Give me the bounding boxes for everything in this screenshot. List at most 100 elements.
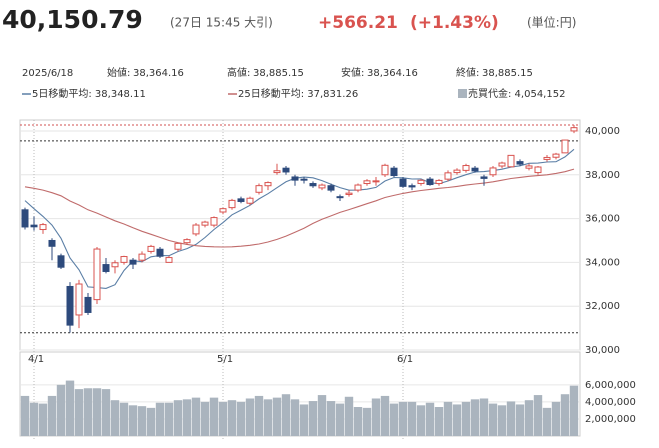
volume-bar	[416, 405, 426, 436]
candle-body	[84, 296, 92, 313]
volume-bar	[38, 403, 48, 436]
volume-bar	[362, 407, 372, 436]
candle-body	[570, 127, 578, 132]
candle-body	[183, 239, 191, 244]
candle-body	[129, 259, 137, 265]
legend-swatch	[458, 89, 467, 98]
candle-body	[462, 165, 470, 171]
legend-label: 25日移動平均	[238, 87, 301, 100]
volume-bar	[236, 401, 246, 436]
volume-bar	[506, 401, 516, 436]
info-value: 38,364.16	[367, 68, 418, 79]
y-tick-label: 40,000	[585, 126, 620, 137]
candle-body	[21, 209, 29, 228]
volume-bar	[119, 402, 129, 436]
change-pct: (+1.43%)	[410, 13, 499, 33]
legend-value: : 4,054,152	[508, 89, 565, 100]
volume-bar	[20, 395, 30, 436]
info-value: 38,885.15	[482, 68, 533, 79]
volume-bar	[479, 398, 489, 436]
candle-body	[552, 153, 560, 158]
candle-body	[165, 257, 173, 263]
candle-body	[399, 178, 407, 187]
volume-bar	[173, 400, 183, 436]
legend-label: 売買代金	[468, 87, 508, 100]
candle-body	[57, 255, 65, 268]
candle-body	[435, 179, 443, 185]
volume-bar	[74, 389, 84, 436]
y-tick-label: 2,000,000	[585, 414, 636, 425]
volume-bar	[263, 399, 273, 436]
volume-bar	[353, 407, 363, 436]
volume-bar	[452, 404, 462, 436]
volume-bar	[56, 384, 66, 436]
volume-bar	[497, 405, 507, 436]
volume-bar	[65, 380, 75, 436]
info-value: 38,885.15	[253, 68, 304, 79]
candle-body	[507, 154, 515, 168]
candle-body	[471, 167, 479, 172]
volume-bar	[191, 397, 201, 436]
candle-body	[264, 182, 272, 187]
volume-bar	[83, 388, 93, 436]
candle-body	[417, 179, 425, 185]
volume-bar	[317, 395, 327, 436]
price: 40,150.79	[2, 5, 143, 34]
volume-bar	[47, 395, 57, 436]
volume-bar	[227, 400, 237, 436]
volume-bar	[326, 401, 336, 436]
price-frame	[19, 119, 581, 351]
volume-bar	[245, 398, 255, 436]
candle-body	[516, 161, 524, 165]
volume-bar	[542, 407, 552, 436]
candle-body	[453, 169, 461, 174]
candle-body	[174, 242, 182, 250]
candle-body	[210, 217, 218, 226]
candle-body	[255, 185, 263, 193]
moving-average	[24, 148, 575, 289]
candle-body	[282, 167, 290, 173]
candle-body	[48, 239, 56, 247]
candle-body	[489, 167, 497, 176]
volume-bar	[425, 402, 435, 436]
volume-bar	[101, 389, 111, 436]
candle-body	[66, 285, 74, 326]
y-tick-label: 32,000	[585, 301, 620, 312]
volume-bar	[461, 401, 471, 436]
candle-body	[390, 167, 398, 177]
candle-body	[372, 180, 380, 183]
candle-body	[147, 245, 155, 252]
candle-body	[525, 165, 533, 169]
candle-body	[480, 176, 488, 179]
volume-bar	[272, 397, 282, 436]
volume-bar	[407, 401, 417, 436]
volume-bar	[110, 400, 120, 436]
candle-body	[408, 185, 416, 188]
candle-body	[75, 283, 83, 316]
volume-bar	[146, 407, 156, 436]
volume-bar	[290, 399, 300, 436]
volume-bar	[155, 402, 165, 436]
y-tick-label: 38,000	[585, 170, 620, 181]
candle-body	[363, 180, 371, 185]
candle-body	[39, 224, 47, 231]
volume-bar	[308, 401, 318, 436]
info-label: 安値:	[341, 66, 364, 79]
candle-body	[561, 139, 569, 154]
legend-label: 5日移動平均	[32, 87, 88, 100]
candle-body	[120, 256, 128, 263]
volume-bar	[533, 395, 543, 436]
volume-bar	[344, 396, 354, 436]
moving-average	[24, 168, 575, 248]
volume-bar	[524, 400, 534, 436]
volume-bar	[182, 399, 192, 436]
volume-bar	[470, 399, 480, 436]
volume-bar	[569, 385, 579, 436]
candle-body	[444, 172, 452, 180]
volume-bar	[515, 404, 525, 436]
legend-value: : 38,348.11	[88, 89, 145, 100]
x-tick-label: 6/1	[397, 354, 413, 365]
candle-body	[192, 224, 200, 235]
candle-body	[102, 264, 110, 272]
